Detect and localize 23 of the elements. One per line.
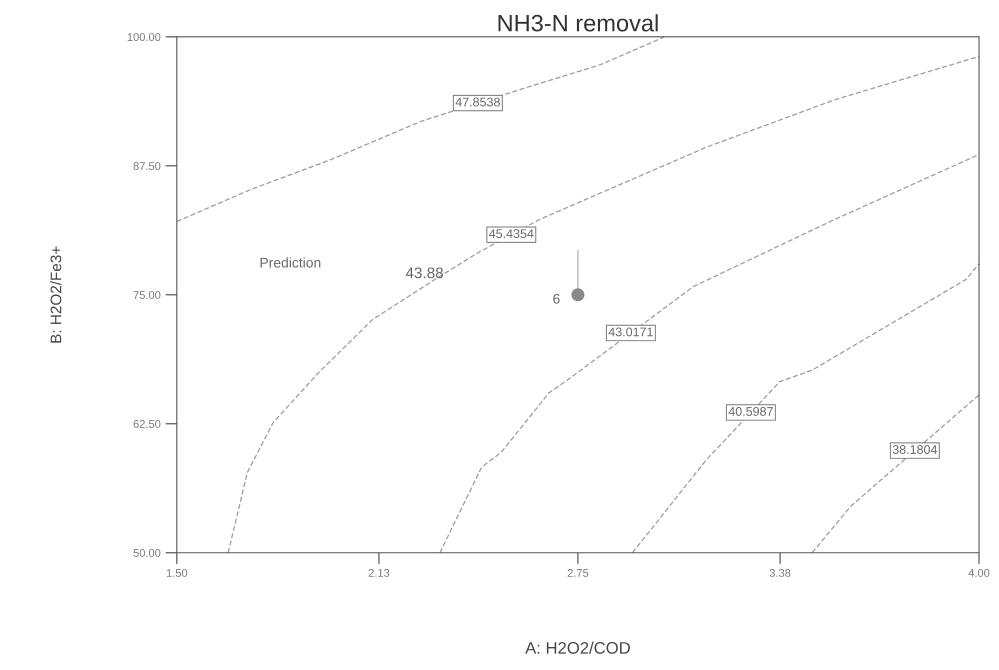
- y-tick-label: 100.00: [128, 33, 160, 41]
- line-series: [176, 36, 666, 222]
- x-tick-label: 3.38: [770, 569, 790, 577]
- chart-title: NH3-N removal: [498, 14, 658, 32]
- annotation: 43.88: [406, 267, 444, 278]
- annotation: 6: [553, 294, 560, 304]
- series-label: 38.1804: [892, 445, 938, 454]
- x-tick-label: 2.13: [368, 569, 390, 577]
- annotation: Prediction: [260, 257, 320, 268]
- x-tick-label: 4.00: [968, 569, 990, 577]
- series-label: 43.0171: [608, 327, 653, 336]
- series-label: 45.4354: [489, 229, 534, 238]
- y-tick-label: 62.50: [134, 420, 160, 428]
- line-series: [228, 56, 980, 553]
- x-axis-title: A: H2O2/COD: [525, 642, 630, 654]
- y-axis-title: B: H2O2/Fe3+: [50, 246, 62, 343]
- series-label: 40.5987: [728, 407, 773, 416]
- y-tick-label: 75.00: [134, 291, 160, 299]
- y-tick-label: 87.50: [134, 162, 160, 170]
- x-tick-label: 1.50: [166, 569, 188, 577]
- y-tick-label: 50.00: [133, 549, 160, 557]
- x-tick-label: 2.75: [568, 569, 588, 577]
- series-label: 47.8538: [456, 98, 500, 106]
